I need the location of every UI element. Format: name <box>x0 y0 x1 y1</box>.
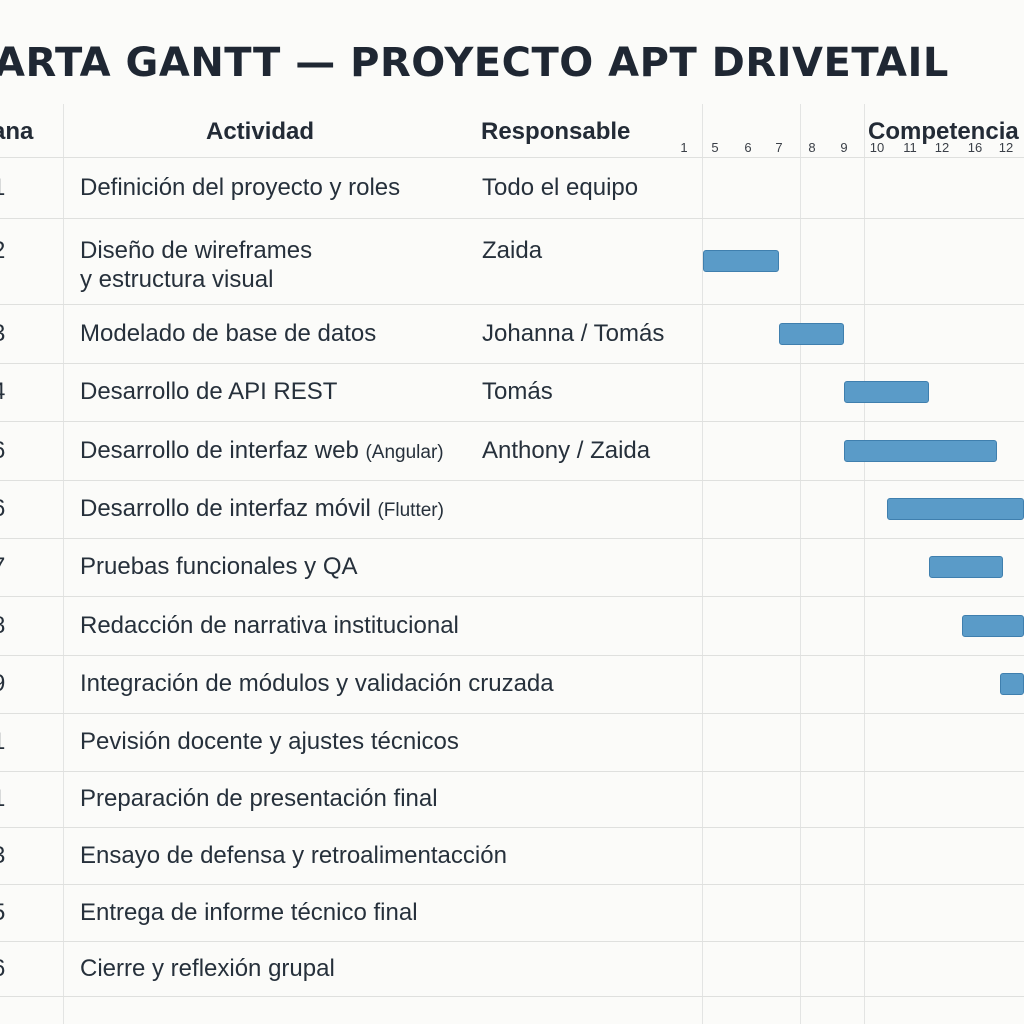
activity-tech-note: (Angular) <box>365 442 444 463</box>
week-tick: 7 <box>775 140 783 155</box>
gantt-bar <box>999 673 1024 695</box>
activity-cell: Modelado de base de datos <box>80 319 376 348</box>
activity-name: Definición del proyecto y roles <box>80 174 401 201</box>
row-divider <box>0 996 1024 997</box>
gantt-bar <box>961 615 1024 637</box>
gantt-bar <box>844 440 997 462</box>
responsible-cell: Tomás <box>482 378 553 405</box>
row-divider <box>0 941 1024 942</box>
week-number: 1 <box>0 784 5 813</box>
column-divider <box>864 104 865 1024</box>
row-divider <box>0 363 1024 364</box>
header-responsible: Responsable <box>481 118 631 145</box>
activity-cell: Entrega de informe técnico final <box>80 898 418 927</box>
activity-cell: Cierre y reflexión grupal <box>80 954 335 983</box>
activity-tech-note: (Flutter) <box>377 500 444 521</box>
activity-cell: Pevisión docente y ajustes técnicos <box>80 727 459 756</box>
activity-cell: Preparación de presentación final <box>80 784 438 813</box>
week-number: 1 <box>0 173 5 202</box>
activity-name: Redacción de narrativa institucional <box>80 612 459 639</box>
week-number: 7 <box>0 552 5 581</box>
week-number: 3 <box>0 841 5 870</box>
week-number: 4 <box>0 377 5 406</box>
activity-name: Diseño de wireframes <box>80 237 313 264</box>
activity-name: Cierre y reflexión grupal <box>80 955 335 982</box>
header-number: ana <box>0 118 34 145</box>
week-number: 8 <box>0 611 5 640</box>
activity-cell: Redacción de narrativa institucional <box>80 611 459 640</box>
responsible-cell: Todo el equipo <box>482 174 639 201</box>
responsible-cell: Zaida <box>482 237 543 264</box>
activity-name-line2: y estructura visual <box>80 266 274 293</box>
week-tick: 5 <box>711 140 719 155</box>
page-title: ARTA GANTT — PROYECTO APT DRIVETAIL <box>0 40 949 86</box>
week-tick: 9 <box>840 140 848 155</box>
activity-name: Preparación de presentación final <box>80 785 438 812</box>
gantt-bar <box>844 381 930 403</box>
activity-name: Pruebas funcionales y QA <box>80 553 358 580</box>
week-number: 2 <box>0 236 5 265</box>
activity-cell: Integración de módulos y validación cruz… <box>80 669 554 698</box>
gantt-bar <box>779 323 844 345</box>
row-divider <box>0 655 1024 656</box>
week-tick: 8 <box>808 140 816 155</box>
activity-name: Desarrollo de API REST <box>80 378 338 405</box>
header-activity: Actividad <box>206 118 315 145</box>
activity-name: Modelado de base de datos <box>80 320 377 347</box>
activity-name: Desarrollo de interfaz móvil <box>80 495 378 522</box>
week-tick: 16 <box>967 140 983 155</box>
row-divider <box>0 218 1024 219</box>
responsible-cell: Anthony / Zaida <box>482 437 651 464</box>
week-number: 9 <box>0 669 5 698</box>
week-number: 3 <box>0 319 5 348</box>
row-divider <box>0 884 1024 885</box>
column-divider <box>800 104 801 1024</box>
row-divider <box>0 538 1024 539</box>
row-divider <box>0 596 1024 597</box>
activity-cell: Pruebas funcionales y QA <box>80 552 358 581</box>
row-divider <box>0 304 1024 305</box>
week-number: 1 <box>0 727 5 756</box>
activity-cell: Ensayo de defensa y retroalimentacción <box>80 841 507 870</box>
activity-cell: Desarrollo de interfaz web (Angular) <box>80 436 444 467</box>
row-divider <box>0 827 1024 828</box>
week-number: 6 <box>0 494 5 523</box>
gantt-bar <box>886 498 1024 520</box>
activity-name: Desarrollo de interfaz web <box>80 437 366 464</box>
activity-cell: Definición del proyecto y roles <box>80 173 400 202</box>
activity-cell: Diseño de wireframes y estructura visual <box>80 236 312 294</box>
activity-name: Ensayo de defensa y retroalimentacción <box>80 842 507 869</box>
week-tick: 12 <box>934 140 950 155</box>
week-number: 6 <box>0 954 5 983</box>
week-number: 5 <box>0 898 5 927</box>
row-divider <box>0 480 1024 481</box>
week-tick: 11 <box>903 140 917 155</box>
column-divider <box>702 104 703 1024</box>
week-tick: 1 <box>680 140 688 155</box>
activity-cell: Desarrollo de API REST <box>80 377 337 406</box>
activity-name: Integración de módulos y validación cruz… <box>80 670 554 697</box>
week-tick: 12 <box>998 140 1014 155</box>
week-number: 6 <box>0 436 5 465</box>
activity-name: Entrega de informe técnico final <box>80 899 418 926</box>
column-divider <box>63 104 64 1024</box>
week-tick: 10 <box>869 140 885 155</box>
header-competencies: Competencia <box>868 118 1019 145</box>
row-divider <box>0 157 1024 158</box>
responsible-cell: Johanna / Tomás <box>482 320 665 347</box>
activity-name: Pevisión docente y ajustes técnicos <box>80 728 459 755</box>
activity-cell: Desarrollo de interfaz móvil (Flutter) <box>80 494 444 525</box>
gantt-bar <box>929 556 1003 578</box>
row-divider <box>0 771 1024 772</box>
week-tick: 6 <box>744 140 752 155</box>
row-divider <box>0 421 1024 422</box>
gantt-bar <box>703 250 779 272</box>
row-divider <box>0 713 1024 714</box>
